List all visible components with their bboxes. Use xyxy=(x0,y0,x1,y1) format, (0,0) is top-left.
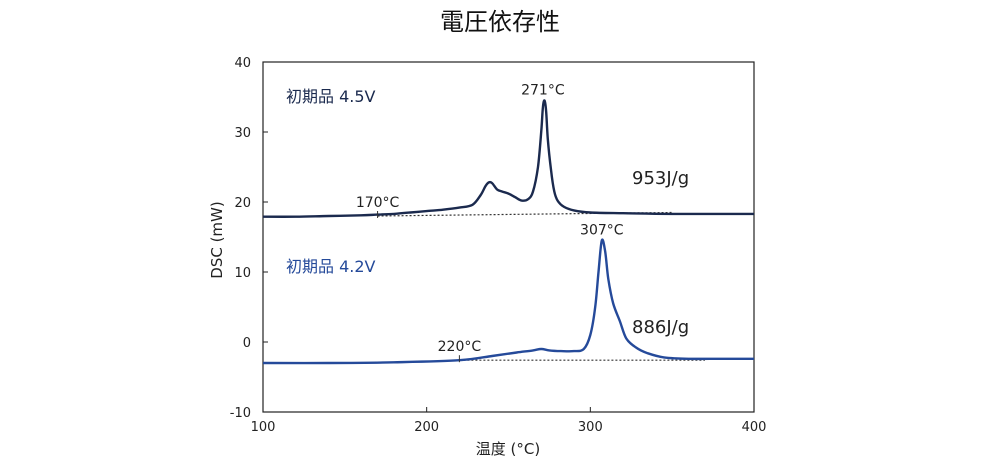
series-name-1: 初期品 4.5V xyxy=(286,87,376,106)
onset-label-2: 220°C xyxy=(438,339,482,355)
enthalpy-label-2: 886J/g xyxy=(632,317,689,338)
y-tick-label: 30 xyxy=(234,126,251,141)
y-tick-label: 40 xyxy=(234,56,251,71)
enthalpy-label-1: 953J/g xyxy=(632,168,689,189)
peak-label-1: 271°C xyxy=(521,83,565,99)
annotations: 170°C 271°C 220°C 307°C 初期品 4.5V 初期品 4.2V 953J… xyxy=(286,83,689,363)
baselines xyxy=(377,211,705,361)
plot-frame xyxy=(262,61,755,413)
x-tick-label: 200 xyxy=(414,420,439,435)
y-axis-label: DSC (mW) xyxy=(208,201,226,278)
peak-label-2: 307°C xyxy=(580,223,624,239)
y-tick-label: 20 xyxy=(234,196,251,211)
x-axis-label: 温度 (°C) xyxy=(476,440,540,458)
series-name-2: 初期品 4.2V xyxy=(286,257,376,276)
series-line-1 xyxy=(262,99,755,218)
series-line-2 xyxy=(262,238,754,365)
series-group xyxy=(262,99,755,365)
axis-ticks: 100 200 300 400 -10 0 10 20 30 40 xyxy=(230,56,767,435)
y-tick-label: 10 xyxy=(234,266,251,281)
x-tick-label: 400 xyxy=(742,420,767,435)
x-tick-label: 100 xyxy=(251,420,276,435)
onset-label-1: 170°C xyxy=(356,195,400,211)
y-tick-label: -10 xyxy=(230,406,251,421)
y-tick-label: 0 xyxy=(243,336,251,351)
chart-title: 電圧依存性 xyxy=(440,8,560,36)
x-tick-label: 300 xyxy=(578,420,603,435)
